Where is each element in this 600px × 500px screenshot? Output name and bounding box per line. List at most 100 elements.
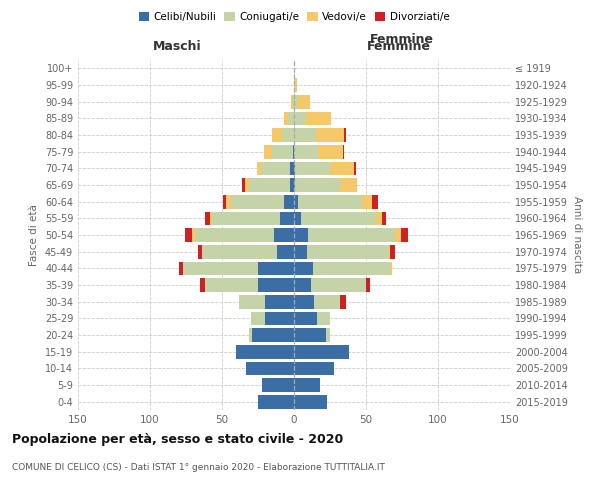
Bar [330,162,355,175]
Bar [251,312,265,325]
Bar [391,245,395,258]
Bar [294,95,298,108]
Bar [194,228,274,242]
Bar [316,128,344,142]
Bar [183,262,258,275]
Bar [293,95,294,108]
Bar [223,195,226,208]
Bar [294,395,327,408]
Bar [212,212,280,225]
Bar [294,195,298,208]
Bar [294,362,334,375]
Bar [355,162,356,175]
Text: Femmine: Femmine [370,33,434,46]
Bar [200,278,205,292]
Bar [280,212,294,225]
Text: Maschi: Maschi [152,40,202,52]
Bar [294,212,301,225]
Text: Femmine: Femmine [367,40,431,52]
Bar [326,328,330,342]
Bar [258,262,294,275]
Bar [294,178,295,192]
Bar [319,145,343,158]
Bar [295,178,340,192]
Bar [308,228,395,242]
Bar [298,95,310,108]
Bar [294,262,313,275]
Bar [376,212,382,225]
Bar [294,162,295,175]
Bar [294,328,326,342]
Bar [317,312,330,325]
Bar [301,212,376,225]
Bar [307,245,389,258]
Bar [290,178,294,192]
Text: Popolazione per età, sesso e stato civile - 2020: Popolazione per età, sesso e stato civil… [12,432,343,446]
Bar [395,228,401,242]
Bar [185,228,192,242]
Bar [283,128,294,142]
Text: COMUNE DI CELICO (CS) - Dati ISTAT 1° gennaio 2020 - Elaborazione TUTTITALIA.IT: COMUNE DI CELICO (CS) - Dati ISTAT 1° ge… [12,462,385,471]
Bar [247,362,294,375]
Bar [294,378,320,392]
Bar [284,195,294,208]
Bar [250,328,252,342]
Bar [277,245,294,258]
Bar [261,162,290,175]
Bar [288,112,294,125]
Bar [389,245,391,258]
Bar [382,212,386,225]
Bar [258,395,294,408]
Bar [250,178,290,192]
Bar [290,162,294,175]
Bar [294,345,349,358]
Bar [226,195,230,208]
Bar [344,128,346,142]
Bar [362,195,372,208]
Y-axis label: Anni di nascita: Anni di nascita [572,196,581,274]
Bar [272,128,283,142]
Bar [265,295,294,308]
Bar [294,228,308,242]
Bar [272,145,293,158]
Bar [293,145,294,158]
Bar [294,312,317,325]
Bar [313,262,391,275]
Bar [205,212,211,225]
Bar [230,195,284,208]
Bar [314,295,340,308]
Bar [340,178,358,192]
Bar [294,295,314,308]
Bar [205,278,258,292]
Y-axis label: Fasce di età: Fasce di età [29,204,39,266]
Bar [294,78,295,92]
Bar [372,195,377,208]
Bar [202,245,277,258]
Bar [294,145,319,158]
Bar [294,112,305,125]
Bar [284,112,288,125]
Bar [401,228,408,242]
Bar [197,245,202,258]
Bar [242,178,245,192]
Bar [294,128,316,142]
Bar [305,112,331,125]
Bar [311,278,366,292]
Legend: Celibi/Nubili, Coniugati/e, Vedovi/e, Divorziati/e: Celibi/Nubili, Coniugati/e, Vedovi/e, Di… [134,8,454,26]
Bar [192,228,194,242]
Bar [262,378,294,392]
Bar [343,145,344,158]
Bar [211,212,212,225]
Bar [257,162,261,175]
Bar [340,295,346,308]
Bar [264,145,272,158]
Bar [179,262,183,275]
Bar [258,278,294,292]
Bar [291,95,293,108]
Bar [236,345,294,358]
Bar [391,262,392,275]
Bar [239,295,265,308]
Bar [366,278,370,292]
Bar [265,312,294,325]
Bar [294,245,307,258]
